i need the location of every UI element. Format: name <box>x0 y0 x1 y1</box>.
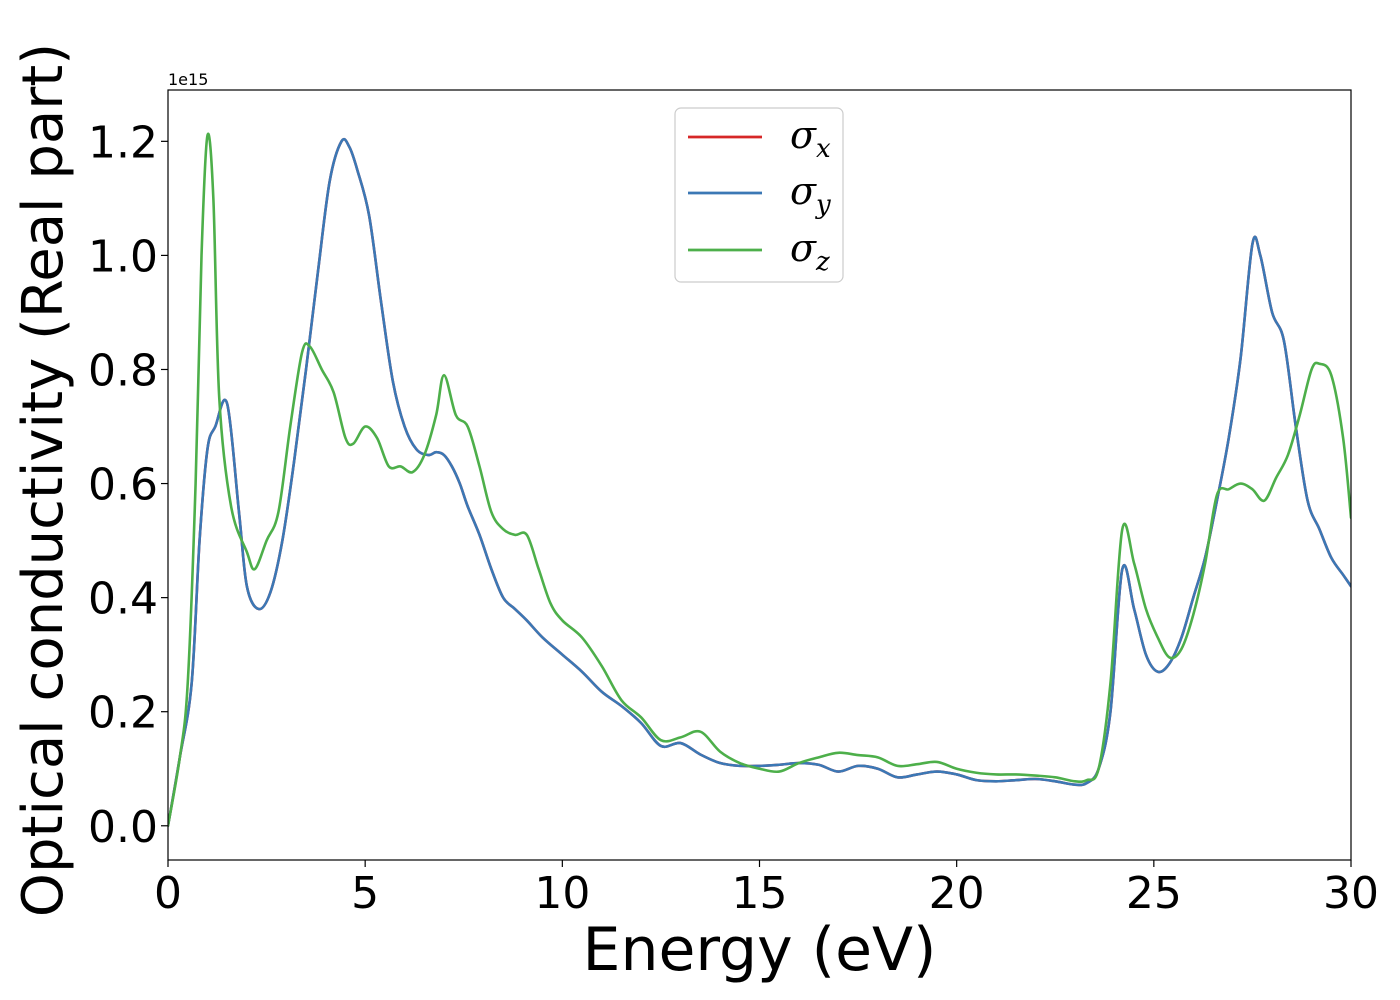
series-line-2 <box>168 137 1351 828</box>
series-layer <box>168 132 1351 828</box>
y-tick-label: 0.4 <box>88 574 158 625</box>
x-axis-label: Energy (eV) <box>583 915 937 985</box>
x-tick-label: 0 <box>154 868 182 919</box>
y-tick-label: 0.6 <box>88 460 158 511</box>
x-tick-label: 10 <box>534 868 590 919</box>
x-tick-label: 25 <box>1126 868 1182 919</box>
legend-label: σx <box>790 113 831 164</box>
y-tick-label: 1.2 <box>88 117 158 168</box>
x-axis: 0 5 10 15 20 25 30 <box>154 860 1379 919</box>
y-axis: 0.0 0.2 0.4 0.6 0.8 1.0 1.2 <box>88 117 168 853</box>
x-tick-label: 30 <box>1323 868 1379 919</box>
legend-label: σz <box>790 226 830 277</box>
y-scale-note: 1e15 <box>168 70 208 89</box>
x-tick-label: 5 <box>351 868 379 919</box>
y-axis-label: Optical conductivity (Real part) <box>11 43 76 917</box>
x-tick-label: 20 <box>929 868 985 919</box>
y-tick-label: 0.2 <box>88 688 158 739</box>
y-tick-label: 0.0 <box>88 802 158 853</box>
y-tick-label: 1.0 <box>88 231 158 282</box>
legend-box <box>674 107 844 283</box>
x-tick-label: 15 <box>732 868 788 919</box>
series-line-3 <box>168 132 1351 828</box>
legend-label: σy <box>790 169 831 220</box>
y-tick-label: 0.8 <box>88 345 158 396</box>
